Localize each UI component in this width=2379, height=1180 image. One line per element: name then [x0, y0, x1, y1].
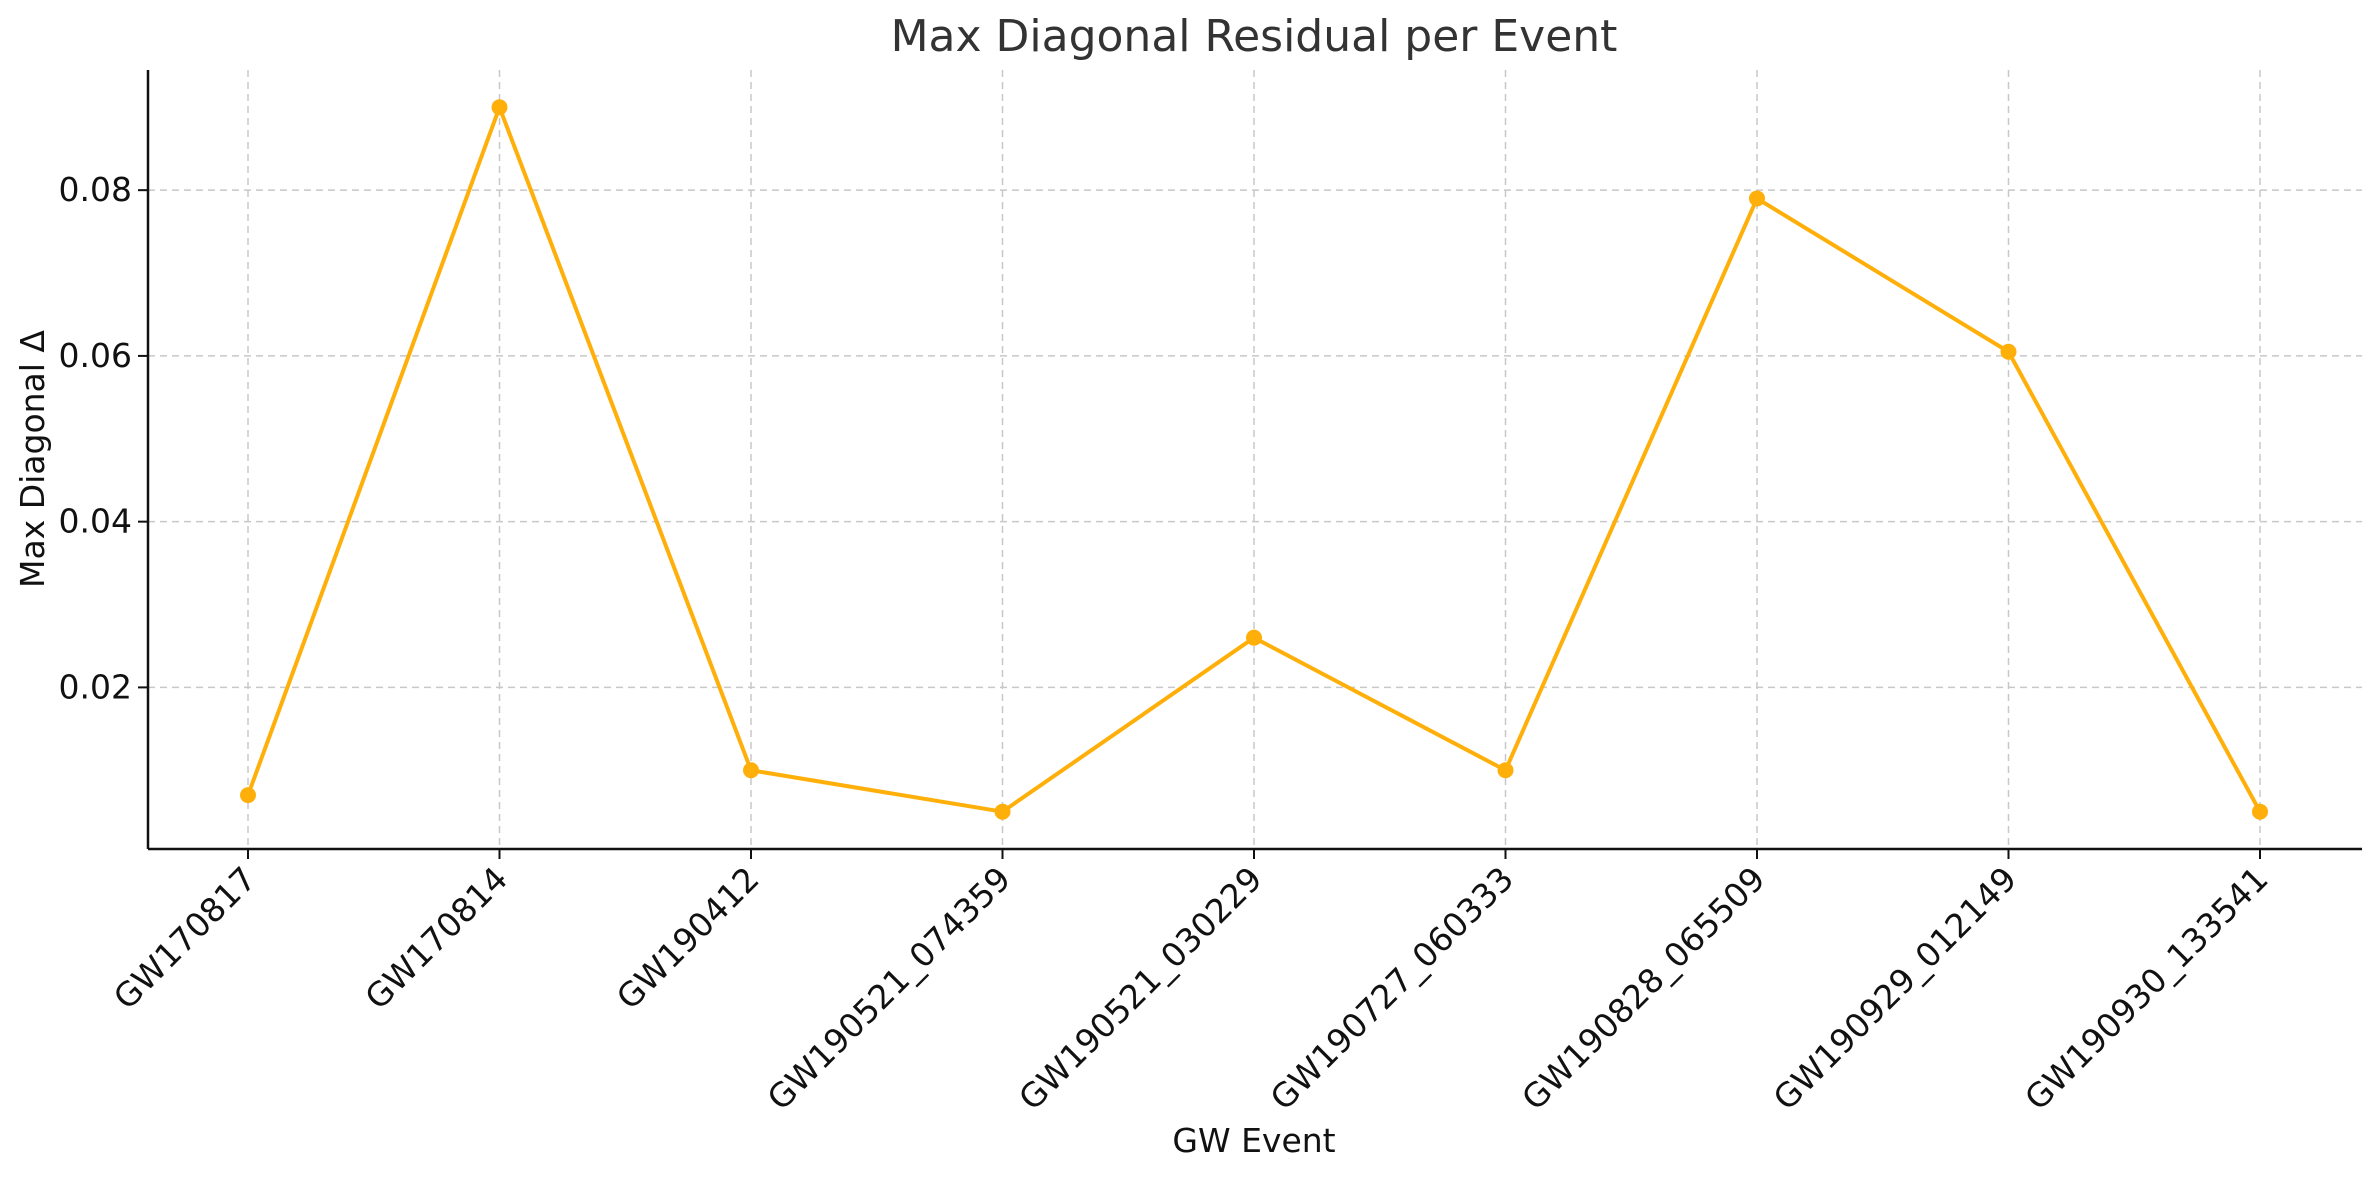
x-tick-label: GW190521_030229: [1011, 859, 1270, 1118]
data-point: [1497, 762, 1514, 779]
data-point: [1749, 190, 1765, 207]
x-tick-label: GW170817: [106, 859, 264, 1017]
x-tick-label: GW170814: [357, 859, 515, 1017]
data-point: [240, 787, 256, 804]
y-tick-label: 0.02: [59, 667, 132, 706]
x-tick-label: GW190727_060333: [1263, 859, 1522, 1118]
x-tick-label: GW190930_133541: [2017, 859, 2276, 1118]
data-point: [1246, 629, 1262, 646]
data-point: [994, 803, 1011, 820]
data-point: [743, 762, 759, 779]
grid: [148, 70, 2362, 849]
y-tick-label: 0.08: [59, 170, 132, 209]
x-tick-label: GW190412: [609, 859, 767, 1017]
x-tick-label: GW190929_012149: [1766, 859, 2025, 1118]
x-tick-label: GW190828_065509: [1514, 859, 1773, 1118]
y-axis-label: Max Diagonal Δ: [13, 330, 52, 588]
x-axis-label: GW Event: [1172, 1121, 1335, 1160]
y-tick-label: 0.04: [59, 502, 132, 541]
data-point: [491, 99, 508, 116]
x-tick-label: GW190521_074359: [760, 859, 1019, 1118]
y-tick-label: 0.06: [59, 336, 132, 375]
data-point: [2000, 343, 2017, 360]
series-layer: [240, 99, 2268, 820]
data-point: [2252, 803, 2268, 820]
axes: [146, 70, 2362, 851]
chart-title: Max Diagonal Residual per Event: [891, 11, 1618, 62]
